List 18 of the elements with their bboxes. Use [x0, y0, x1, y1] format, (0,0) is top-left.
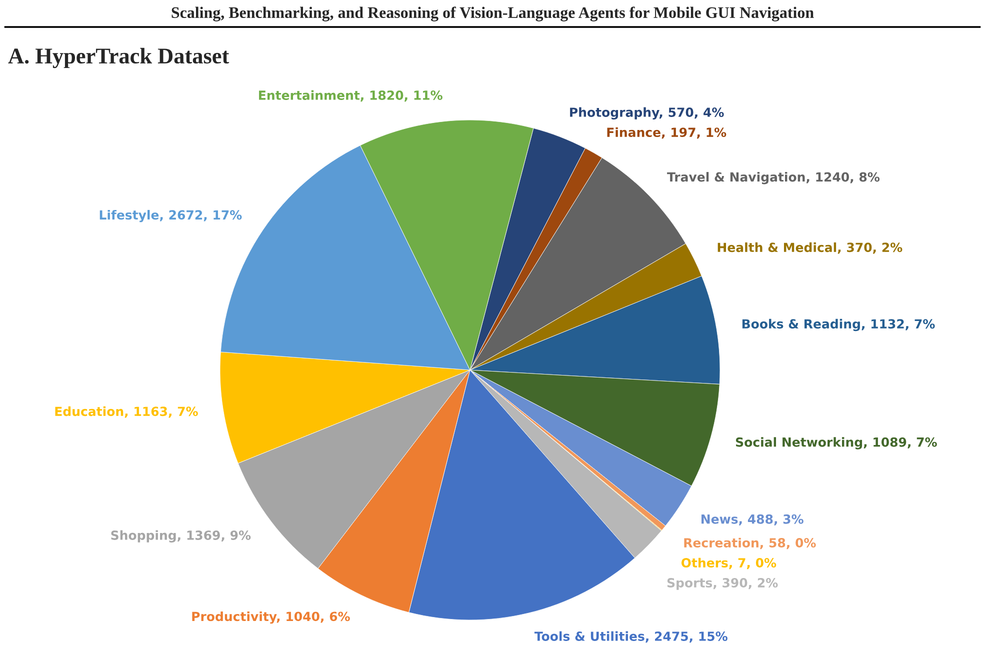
slice-label: Social Networking, 1089, 7% [736, 437, 937, 450]
slice-label: News, 488, 3% [702, 514, 804, 526]
slice-label: Productivity, 1040, 6% [192, 611, 350, 624]
slice-label: Shopping, 1369, 9% [111, 530, 251, 542]
slice-label: Education, 1163, 7% [55, 406, 198, 418]
slice-label: Sports, 390, 2% [667, 578, 778, 590]
chart-subtitle: A. HyperTrack Dataset [8, 48, 230, 68]
slice-label: Photography, 570, 4% [570, 107, 724, 120]
slice-label: Books & Reading, 1132, 7% [742, 318, 935, 332]
slice-label: Tools & Utilities, 2475, 15% [534, 631, 728, 643]
slice-label: Others, 7, 0% [681, 558, 776, 570]
slice-label: Lifestyle, 2672, 17% [100, 210, 242, 222]
slice-label: Finance, 197, 1% [607, 127, 726, 139]
slice-label: Recreation, 58, 0% [684, 538, 816, 550]
chart-title: Scaling, Benchmarking, and Reasoning of Vision-Language Agents for Mobile GUI Navigation [172, 6, 814, 22]
slice-label: Travel & Navigation, 1240, 8% [667, 172, 880, 184]
slice-label: Health & Medical, 370, 2% [718, 242, 902, 254]
slice-label: Entertainment, 1820, 11% [259, 90, 442, 102]
